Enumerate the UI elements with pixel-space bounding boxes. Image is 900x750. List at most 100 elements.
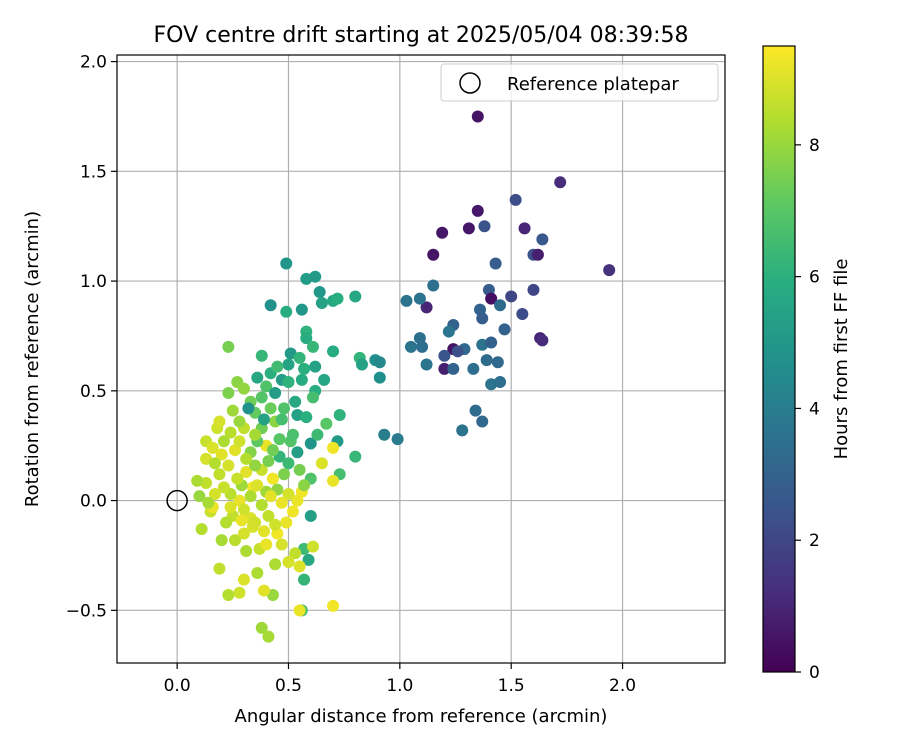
data-point — [246, 520, 259, 533]
data-point — [509, 193, 522, 206]
data-point — [266, 472, 279, 485]
data-point — [420, 301, 433, 314]
data-point — [237, 573, 250, 586]
colorbar-ticks: 0 2 4 6 8 — [795, 136, 820, 683]
data-point — [295, 373, 308, 386]
data-point — [531, 248, 544, 261]
data-point — [536, 334, 549, 347]
data-point — [378, 428, 391, 441]
data-point — [264, 402, 277, 415]
data-point — [240, 466, 253, 479]
data-point — [278, 402, 291, 415]
colorbar: 0 2 4 6 8 Hours from first FF file — [762, 45, 852, 683]
data-point — [295, 303, 308, 316]
data-point — [286, 428, 299, 441]
data-point — [284, 347, 297, 360]
data-point — [480, 354, 493, 367]
data-point — [278, 468, 291, 481]
data-point — [231, 472, 244, 485]
y-tick-label: 1.5 — [80, 162, 107, 182]
colorbar-gradient — [762, 45, 796, 673]
data-point — [255, 498, 268, 511]
colorbar-tick-label: 2 — [809, 531, 820, 551]
data-point — [527, 283, 540, 296]
data-point — [260, 538, 273, 551]
data-point — [224, 501, 237, 514]
data-point — [257, 413, 270, 426]
y-axis-label: Rotation from reference (arcmin) — [22, 211, 43, 507]
data-point — [404, 340, 417, 353]
data-point — [260, 380, 273, 393]
y-tick-label: 2.0 — [80, 53, 107, 73]
data-point — [271, 360, 284, 373]
data-point — [320, 417, 333, 430]
data-point — [516, 308, 529, 321]
y-axis: −0.5 0.0 0.5 1.0 1.5 2.0 — [66, 53, 117, 621]
data-point — [427, 248, 440, 261]
data-point — [242, 402, 255, 415]
data-point — [304, 509, 317, 522]
data-point — [327, 599, 340, 612]
data-point — [478, 220, 491, 233]
data-point — [257, 584, 270, 597]
data-point — [217, 435, 230, 448]
data-point — [286, 505, 299, 518]
data-point — [266, 444, 279, 457]
data-point — [436, 226, 449, 239]
data-point — [269, 387, 282, 400]
data-point — [275, 496, 288, 509]
data-point — [220, 516, 233, 529]
reference-marker — [166, 489, 188, 512]
data-point — [206, 441, 219, 454]
data-point — [229, 534, 242, 547]
data-point — [327, 441, 340, 454]
data-point — [315, 297, 328, 310]
data-point — [416, 340, 429, 353]
data-point — [195, 523, 208, 536]
x-tick-label: 2.0 — [609, 676, 636, 696]
colorbar-tick-label: 8 — [809, 136, 820, 156]
data-point — [554, 176, 567, 189]
data-point — [298, 362, 311, 375]
data-point — [318, 373, 331, 386]
data-point — [282, 358, 295, 371]
data-point — [291, 446, 304, 459]
legend-box — [440, 63, 719, 102]
legend: Reference platepar — [440, 63, 719, 102]
data-point — [282, 457, 295, 470]
data-point — [498, 323, 511, 336]
data-point — [476, 312, 489, 325]
data-point — [327, 345, 340, 358]
data-point — [269, 558, 282, 571]
data-point — [298, 479, 311, 492]
data-point — [217, 481, 230, 494]
data-point — [309, 270, 322, 283]
data-point — [293, 463, 306, 476]
data-point — [208, 487, 221, 500]
data-point — [249, 459, 262, 472]
data-point — [349, 450, 362, 463]
data-point — [269, 518, 282, 531]
data-point — [442, 325, 455, 338]
data-point — [208, 457, 221, 470]
data-point — [447, 362, 460, 375]
data-point — [226, 404, 239, 417]
x-tick-label: 0.5 — [275, 676, 302, 696]
data-point — [438, 362, 451, 375]
data-point — [237, 382, 250, 395]
y-tick-label: 1.0 — [80, 272, 107, 292]
data-point — [273, 433, 286, 446]
x-tick-label: 1.5 — [498, 676, 525, 696]
data-point — [293, 351, 306, 364]
data-point — [233, 415, 246, 428]
data-point — [373, 371, 386, 384]
data-point — [451, 345, 464, 358]
x-axis-label: Angular distance from reference (arcmin) — [235, 706, 608, 727]
x-tick-label: 1.0 — [386, 676, 413, 696]
data-point — [237, 527, 250, 540]
data-point — [289, 547, 302, 560]
data-point — [222, 459, 235, 472]
data-point — [331, 292, 344, 305]
